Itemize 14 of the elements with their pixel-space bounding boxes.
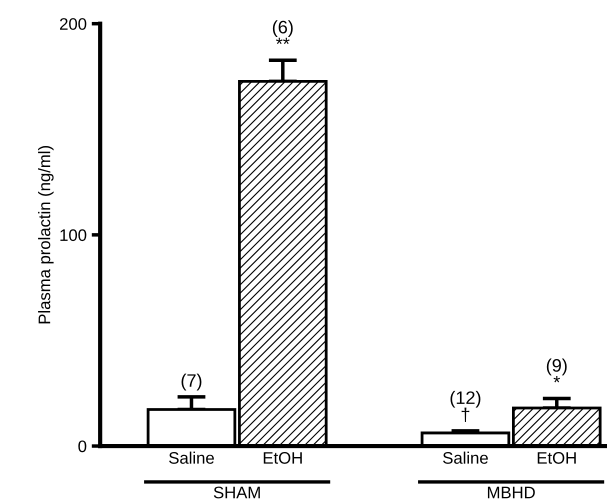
annotation: (7): [182, 374, 202, 390]
y-tick-label: 0: [78, 440, 86, 452]
y-tick-label: 100: [60, 229, 86, 242]
y-axis-title: Plasma prolactin (ng/ml): [38, 146, 54, 324]
text: MBHD: [488, 486, 535, 498]
x-tick-label: Saline: [443, 452, 488, 464]
x-tick-label: EtOH: [538, 452, 576, 464]
annotation: (9) *: [546, 358, 567, 382]
x-tick-label: EtOH: [264, 452, 302, 464]
annotation: (12) †: [450, 390, 480, 422]
text: SHAM: [214, 486, 260, 498]
annotation: (6) **: [272, 20, 293, 44]
y-tick-label: 200: [60, 18, 86, 30]
x-tick-label: Saline: [169, 452, 214, 464]
